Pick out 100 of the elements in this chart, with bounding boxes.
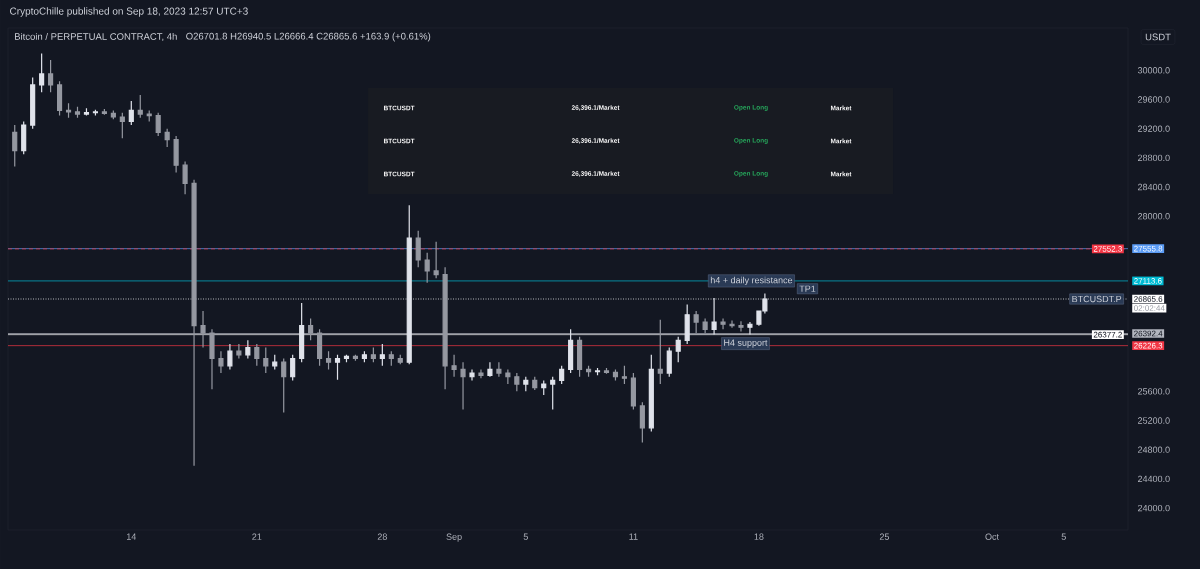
candlestick	[12, 124, 18, 168]
candlestick	[541, 379, 547, 396]
candlestick	[263, 346, 269, 374]
candlestick	[397, 354, 403, 365]
candlestick	[308, 317, 314, 341]
candlestick	[137, 94, 143, 119]
candlestick	[74, 106, 81, 119]
candlestick	[272, 354, 278, 371]
candlestick	[119, 112, 125, 139]
x-tick-label: 11	[629, 533, 638, 540]
candlestick	[325, 350, 332, 371]
candlestick	[612, 368, 619, 382]
candlestick	[433, 241, 439, 279]
annotation: BTCUSDT.P	[1072, 295, 1122, 303]
y-tick-label: 28800.0	[1138, 154, 1170, 162]
y-tick-label: 25200.0	[1138, 417, 1170, 424]
text: USDT	[1145, 33, 1171, 41]
candlestick	[361, 350, 367, 363]
candlestick	[496, 361, 502, 378]
y-tick-label: 24400.0	[1138, 475, 1170, 483]
candlestick	[568, 328, 574, 374]
candlestick	[747, 321, 753, 336]
y-tick-label: 24800.0	[1138, 446, 1170, 453]
candlestick	[352, 354, 359, 362]
candlestick	[83, 107, 90, 117]
candlestick	[729, 319, 735, 329]
annotation: TP1	[799, 285, 816, 292]
chart-title: Bitcoin / PERPETUAL CONTRACT, 4h	[14, 32, 177, 42]
x-tick-label: 28	[377, 533, 387, 540]
candlestick	[675, 336, 681, 363]
candlestick	[702, 317, 708, 334]
ref-line-label: 26377.2	[1093, 331, 1122, 338]
candlestick	[21, 120, 27, 155]
annotation: H4 support	[724, 339, 768, 348]
candlestick	[559, 365, 565, 385]
candlestick	[218, 350, 224, 374]
candlestick	[406, 204, 412, 365]
x-tick-label: Sep	[446, 533, 462, 542]
y-tick-label: 24000.0	[1138, 504, 1170, 512]
candlestick	[254, 343, 260, 367]
candlestick	[424, 252, 430, 284]
candlestick	[65, 102, 72, 119]
candlestick	[343, 354, 350, 363]
candlestick	[128, 100, 134, 126]
y-tick-label: 29200.0	[1138, 125, 1170, 132]
candlestick	[334, 354, 341, 381]
candlestick	[684, 303, 690, 345]
candlestick	[39, 52, 45, 93]
candlestick	[379, 343, 385, 367]
candlestick	[585, 365, 592, 378]
candlestick	[48, 59, 54, 93]
x-tick-label: 18	[754, 533, 764, 540]
y-tick-label: 29600.0	[1138, 96, 1170, 103]
candlestick	[478, 368, 484, 379]
ref-line-label: 26865.6	[1134, 296, 1163, 302]
candlestick	[92, 109, 98, 117]
candlestick	[657, 319, 663, 385]
candlestick	[173, 135, 179, 174]
ref-line-label: 26226.3	[1134, 342, 1163, 349]
candlestick	[639, 401, 645, 444]
candlestick	[110, 109, 116, 120]
candlestick	[415, 230, 421, 268]
x-tick-label: 5	[523, 533, 528, 540]
candlestick	[693, 310, 699, 334]
y-tick-label: 30000.0	[1137, 67, 1170, 74]
candlestick	[182, 160, 188, 195]
y-tick-label: 28400.0	[1138, 183, 1170, 191]
y-tick-label: 28000.0	[1138, 213, 1170, 220]
candlestick	[603, 367, 610, 375]
candlestick	[711, 297, 717, 336]
candlestick	[460, 361, 466, 411]
candlestick	[487, 361, 493, 378]
x-tick-label: 25	[879, 533, 890, 540]
candlestick	[523, 376, 529, 392]
x-tick-label: 5	[1061, 533, 1066, 540]
candlestick	[505, 368, 511, 385]
candlestick	[200, 310, 206, 349]
candlestick	[666, 346, 672, 378]
candlestick	[621, 365, 627, 385]
candlestick	[514, 372, 520, 392]
candlestick	[469, 368, 475, 382]
candlestick	[451, 354, 457, 378]
candlestick	[236, 343, 242, 360]
candlestick	[56, 80, 63, 117]
ref-line-label: 27113.6	[1134, 278, 1162, 284]
text: CryptoChille published on Sep 18, 2023 12:57 UTC+3	[10, 7, 248, 17]
candlestick	[550, 376, 556, 411]
annotation: h4 + daily resistance	[710, 276, 793, 286]
candlestick	[720, 317, 726, 330]
candlestick	[738, 320, 744, 333]
x-tick-label: 14	[126, 533, 137, 540]
ref-line-label: 27552.3	[1093, 246, 1122, 252]
candlestick	[155, 112, 161, 137]
text: 02:02:44	[1134, 305, 1165, 311]
candlestick	[245, 339, 251, 360]
y-tick-label: 25600.0	[1138, 388, 1170, 395]
ref-line-label: 27555.8	[1134, 245, 1163, 252]
candlestick	[191, 179, 197, 467]
chart-subtitle: O26701.8 H26940.5 L26666.4 C26865.6 +163.9 (+0.61%)	[186, 32, 431, 42]
candlestick	[146, 109, 152, 122]
